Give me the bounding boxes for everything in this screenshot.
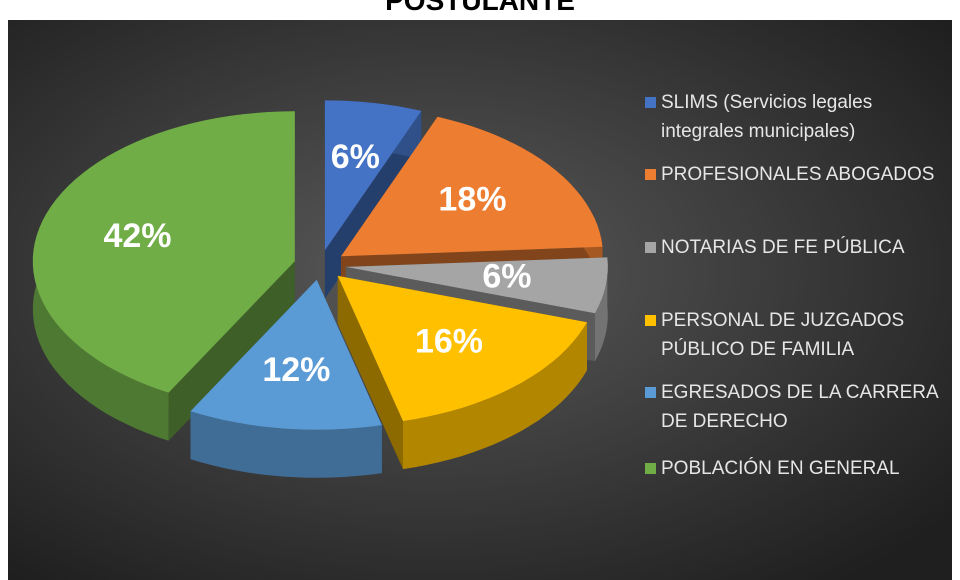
- slice-side: [403, 322, 587, 470]
- slice-top: [345, 257, 608, 314]
- data-label: 18%: [438, 181, 506, 219]
- chart-title: POSTULANTE: [385, 0, 575, 16]
- slice-top: [324, 100, 422, 251]
- legend-label: NOTARIAS DE FE PÚBLICA: [661, 237, 905, 258]
- pie-slice: [190, 279, 382, 478]
- legend-label: PROFESIONALES ABOGADOS: [661, 164, 935, 185]
- legend-item: SLIMS (Servicios legales integrales muni…: [645, 88, 945, 146]
- data-label: 42%: [103, 217, 171, 255]
- legend-item: PROFESIONALES ABOGADOS: [645, 160, 945, 189]
- pie: 6% 18% 6% 16% 12% 42%: [32, 100, 608, 478]
- legend-label: PERSONAL DE JUZGADOS PÚBLICO DE FAMILIA: [661, 310, 905, 360]
- legend-label: POBLACIÓN EN GENERAL: [661, 458, 900, 479]
- legend-swatch: [645, 387, 656, 398]
- slice-side: [190, 411, 382, 478]
- pie-slice: [32, 111, 295, 441]
- legend-swatch: [645, 169, 656, 180]
- legend-item: PERSONAL DE JUZGADOS PÚBLICO DE FAMILIA: [645, 306, 945, 364]
- legend-swatch: [645, 315, 656, 326]
- legend-swatch: [645, 463, 656, 474]
- data-label: 6%: [482, 258, 531, 296]
- legend-item: POBLACIÓN EN GENERAL: [645, 454, 945, 483]
- slice-top: [190, 279, 382, 430]
- legend-swatch: [645, 97, 656, 108]
- legend-label: EGRESADOS DE LA CARRERA DE DERECHO: [661, 382, 938, 432]
- slice-side: [595, 257, 608, 362]
- slice-wall: [337, 275, 403, 470]
- slice-top: [341, 116, 603, 257]
- data-label: 12%: [262, 351, 330, 389]
- legend-item: NOTARIAS DE FE PÚBLICA: [645, 233, 945, 262]
- data-label: 16%: [415, 323, 483, 361]
- legend-swatch: [645, 242, 656, 253]
- slice-wall: [168, 261, 295, 441]
- legend-label: SLIMS (Servicios legales integrales muni…: [661, 92, 873, 142]
- slice-top: [337, 275, 587, 422]
- legend-item: EGRESADOS DE LA CARRERA DE DERECHO: [645, 378, 945, 436]
- data-label: 6%: [331, 138, 380, 176]
- slice-top: [32, 111, 295, 393]
- pie-slice: [337, 275, 587, 470]
